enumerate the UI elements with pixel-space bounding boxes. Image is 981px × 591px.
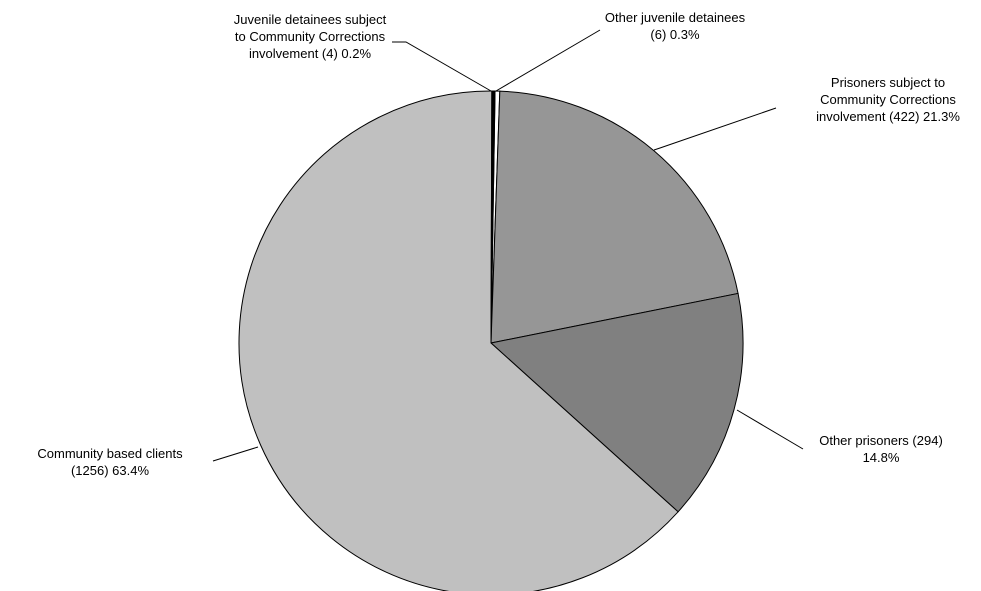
slice-label-other-juvenile-detainees: Other juvenile detainees (6) 0.3%: [605, 10, 746, 42]
slice-label-line: Other juvenile detainees: [605, 10, 746, 25]
leader-line-other-prisoners: [736, 409, 804, 450]
pie-slices: [238, 90, 744, 591]
slice-label-line: (6) 0.3%: [650, 27, 700, 42]
slice-label-line: Community based clients: [37, 446, 183, 461]
pie-slice-community-based-clients: [238, 90, 679, 591]
leader-line-community-based-clients: [212, 446, 259, 462]
pie-slice-juvenile-detainees-subject-to-community-corrections-involvement: [490, 90, 496, 344]
pie-slice-prisoners-subject-to-community-corrections-involvement: [490, 90, 739, 344]
leader-line-juvenile-detainees-subject-to-community-corrections-involvement: [392, 41, 492, 92]
slice-label-line: (1256) 63.4%: [71, 463, 149, 478]
slice-label-line: involvement (422) 21.3%: [816, 109, 960, 124]
slice-label-other-prisoners: Other prisoners (294) 14.8%: [819, 433, 943, 465]
slice-label-prisoners-subject-to-community-corrections-involvement: Prisoners subject to Community Correction…: [816, 75, 960, 124]
pie-slice-other-prisoners: [489, 292, 744, 513]
slice-label-juvenile-detainees-subject-to-community-corrections-involvement: Juvenile detainees subject to Community C…: [234, 12, 387, 61]
slice-label-line: involvement (4) 0.2%: [249, 46, 372, 61]
leader-lines: [212, 29, 804, 462]
slice-label-line: Prisoners subject to: [831, 75, 945, 90]
slice-label-line: to Community Corrections: [235, 29, 386, 44]
slice-labels: Other juvenile detainees (6) 0.3% Prisoner…: [37, 10, 960, 478]
slice-label-community-based-clients: Community based clients (1256) 63.4%: [37, 446, 183, 478]
slice-label-line: Community Corrections: [820, 92, 956, 107]
slice-label-line: Juvenile detainees subject: [234, 12, 387, 27]
slice-label-line: 14.8%: [863, 450, 900, 465]
slice-label-line: Other prisoners (294): [819, 433, 943, 448]
leader-line-other-juvenile-detainees: [495, 29, 601, 92]
leader-line-prisoners-subject-to-community-corrections-involvement: [653, 107, 777, 151]
